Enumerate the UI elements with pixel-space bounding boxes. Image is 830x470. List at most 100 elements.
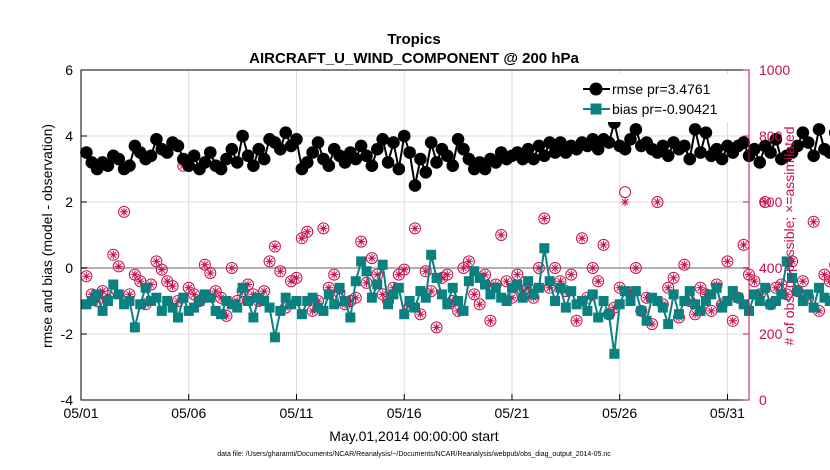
- rmse-point: [160, 146, 174, 159]
- rmse-point: [516, 152, 530, 166]
- bias-point: [237, 282, 248, 293]
- bias-point: [81, 299, 92, 310]
- rmse-point: [338, 156, 352, 169]
- obs-assimilated-point: [669, 273, 678, 283]
- obs-assimilated-point: [459, 263, 468, 273]
- obs-assimilated-point: [114, 262, 123, 271]
- bias-point: [490, 282, 501, 293]
- obs-assimilated-point: [540, 214, 549, 223]
- x-tick-label: 05/21: [494, 405, 529, 421]
- obs-possible-point: [112, 260, 125, 273]
- bias-point: [485, 289, 496, 300]
- bias-point: [819, 292, 830, 303]
- obs-assimilated-point: [281, 303, 290, 312]
- obs-possible-point: [721, 255, 734, 268]
- legend: rmse pr=3.4761 bias pr=-0.90421: [578, 74, 746, 122]
- obs-assimilated-point: [421, 267, 430, 276]
- rmse-point: [812, 123, 826, 136]
- obs-assimilated-point: [92, 296, 102, 306]
- bias-point: [711, 282, 722, 293]
- rmse-point: [150, 133, 163, 146]
- obs-assimilated-point: [125, 290, 134, 299]
- rmse-point: [306, 146, 319, 159]
- bias-point: [172, 312, 183, 323]
- bias-point: [641, 315, 652, 326]
- rmse-point: [360, 149, 373, 163]
- bias-point: [399, 309, 410, 320]
- bias-series: [81, 243, 830, 359]
- rmse-point: [764, 146, 777, 159]
- obs-assimilated-point: [453, 306, 463, 316]
- bias-point: [108, 279, 119, 290]
- y-tick-label: 0: [65, 260, 73, 276]
- bias-point: [345, 312, 356, 323]
- bias-point: [749, 289, 760, 300]
- rmse-point: [220, 152, 233, 166]
- rmse-point: [397, 129, 411, 143]
- bias-point: [533, 282, 544, 293]
- obs-possible-point: [317, 222, 330, 235]
- bias-point: [226, 299, 237, 310]
- obs-possible-point: [538, 212, 551, 225]
- obs-assimilated-point: [583, 293, 592, 302]
- rmse-point: [683, 152, 697, 166]
- obs-possible-point: [576, 232, 588, 245]
- obs-possible-point: [473, 298, 486, 311]
- y-right-tick-label: 0: [759, 392, 767, 408]
- obs-possible-point: [328, 268, 341, 281]
- obs-possible-point: [355, 235, 368, 248]
- bias-point: [205, 292, 216, 303]
- obs-assimilated-point: [820, 270, 829, 279]
- bias-point: [361, 266, 372, 277]
- bias-point: [614, 299, 625, 310]
- rmse-point: [521, 142, 535, 156]
- obs-possible-point: [118, 205, 131, 218]
- obs-possible-point: [667, 271, 680, 284]
- bias-point: [501, 296, 512, 306]
- obs-assimilated-point: [561, 286, 571, 296]
- y-right-tick-label: 400: [759, 260, 783, 276]
- bias-point: [647, 292, 658, 303]
- obs-assimilated-point: [378, 290, 387, 299]
- bias-point: [463, 276, 474, 287]
- obs-assimilated-point: [313, 296, 323, 306]
- rmse-series: [80, 116, 830, 192]
- bias-point: [113, 289, 124, 300]
- rmse-point: [489, 156, 503, 169]
- rmse-point: [311, 136, 325, 149]
- obs-possible-point: [166, 280, 179, 293]
- obs-assimilated-point: [184, 283, 193, 292]
- obs-assimilated-point: [362, 278, 371, 288]
- bias-point: [189, 302, 200, 313]
- obs-assimilated-point: [168, 281, 177, 291]
- bias-point: [765, 299, 776, 310]
- bias-point: [388, 289, 399, 300]
- bias-point: [706, 289, 717, 300]
- obs-assimilated-point: [620, 197, 630, 207]
- rmse-point: [182, 159, 196, 172]
- obs-assimilated-point: [319, 224, 328, 233]
- y-tick-label: 2: [65, 194, 73, 210]
- obs-assimilated-point: [599, 240, 608, 250]
- bias-point: [447, 282, 458, 293]
- bias-point: [781, 256, 792, 267]
- bias-point: [253, 292, 264, 303]
- bias-point: [625, 296, 636, 306]
- bias-point: [264, 302, 275, 313]
- rmse-point: [441, 149, 454, 163]
- rmse-point: [171, 139, 185, 153]
- rmse-point: [678, 139, 691, 153]
- obs-assimilated-point: [690, 310, 700, 319]
- bias-point: [496, 292, 507, 303]
- obs-assimilated-point: [152, 257, 161, 266]
- bias-point: [442, 299, 453, 310]
- obs-assimilated-point: [109, 250, 118, 259]
- obs-assimilated-point: [685, 296, 694, 306]
- bias-point: [555, 282, 566, 293]
- bias-point: [221, 296, 232, 306]
- bias-point: [243, 296, 253, 306]
- obs-assimilated-point: [243, 280, 253, 289]
- obs-assimilated-point: [216, 293, 226, 302]
- bias-point: [129, 322, 140, 333]
- obs-assimilated-point: [394, 270, 404, 279]
